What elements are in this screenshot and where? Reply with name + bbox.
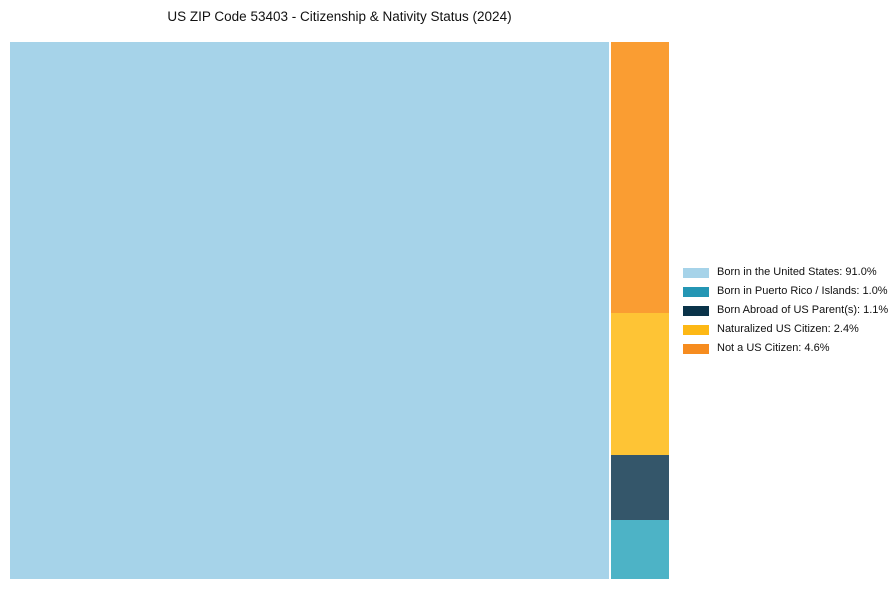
chart-title: US ZIP Code 53403 - Citizenship & Nativi… — [167, 9, 512, 24]
treemap-segment-born-abroad-of-us-parent-s — [611, 455, 669, 520]
legend-swatch-icon — [683, 343, 709, 354]
legend-swatch-icon — [683, 267, 709, 278]
legend-item-naturalized-us-citizen: Naturalized US Citizen: 2.4% — [683, 323, 888, 336]
legend-label: Born in Puerto Rico / Islands: 1.0% — [717, 285, 888, 297]
treemap-segment-not-a-us-citizen — [611, 42, 669, 313]
treemap-segment-born-in-puerto-rico-islands — [611, 520, 669, 579]
legend: Born in the United States: 91.0% Born in … — [683, 266, 888, 361]
legend-item-born-abroad-of-us-parent-s: Born Abroad of US Parent(s): 1.1% — [683, 304, 888, 317]
legend-label: Born Abroad of US Parent(s): 1.1% — [717, 304, 889, 316]
legend-swatch-icon — [683, 286, 709, 297]
legend-label: Not a US Citizen: 4.6% — [717, 342, 830, 354]
legend-label: Born in the United States: 91.0% — [717, 266, 877, 278]
treemap-segment-born-in-the-united-states — [10, 42, 609, 579]
legend-swatch-icon — [683, 324, 709, 335]
legend-item-born-in-the-united-states: Born in the United States: 91.0% — [683, 266, 888, 279]
legend-swatch-icon — [683, 305, 709, 316]
legend-label: Naturalized US Citizen: 2.4% — [717, 323, 859, 335]
legend-item-not-a-us-citizen: Not a US Citizen: 4.6% — [683, 342, 888, 355]
treemap-segment-naturalized-us-citizen — [611, 313, 669, 455]
legend-item-born-in-puerto-rico-islands: Born in Puerto Rico / Islands: 1.0% — [683, 285, 888, 298]
treemap — [10, 42, 669, 579]
